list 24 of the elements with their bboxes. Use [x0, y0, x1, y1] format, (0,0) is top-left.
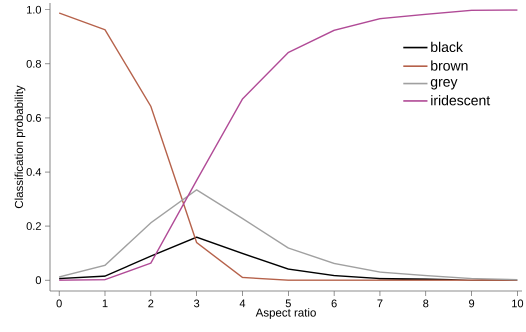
legend-label: black	[431, 42, 463, 52]
x-tick-label: 9	[469, 300, 474, 308]
y-tick-label: 0.8	[26, 60, 41, 68]
x-tick-label: 2	[148, 300, 154, 308]
x-tick-label: 8	[423, 300, 428, 308]
y-tick-label: 0.2	[26, 222, 41, 230]
x-tick-label: 10	[512, 300, 524, 308]
x-tick-label: 1	[102, 300, 108, 308]
y-axis-title: Classification probability	[14, 85, 26, 208]
y-tick-label: 0	[36, 276, 42, 284]
line-series	[58, 189, 518, 280]
x-tick-label: 4	[240, 300, 246, 308]
x-tick-label: 7	[377, 300, 382, 308]
x-axis-title: Aspect ratio	[256, 308, 316, 319]
legend-label: iridescent	[431, 95, 490, 106]
x-tick-label: 6	[332, 300, 337, 308]
x-tick-label: 0	[56, 300, 62, 308]
y-tick-label: 1.0	[27, 6, 42, 14]
x-tick-label: 3	[194, 300, 200, 308]
y-tick-label: 0.4	[26, 168, 42, 176]
x-tick-label: 5	[286, 300, 291, 308]
legend-label: brown	[431, 60, 468, 71]
y-tick-label: 0.6	[26, 114, 41, 122]
legend-label: grey	[430, 79, 458, 90]
